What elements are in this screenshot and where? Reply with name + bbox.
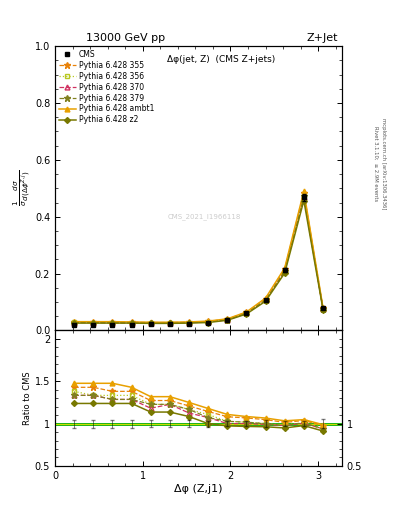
Text: Z+Jet: Z+Jet — [307, 33, 338, 44]
Legend: CMS, Pythia 6.428 355, Pythia 6.428 356, Pythia 6.428 370, Pythia 6.428 379, Pyt: CMS, Pythia 6.428 355, Pythia 6.428 356,… — [57, 48, 156, 126]
Text: 13000 GeV pp: 13000 GeV pp — [86, 33, 165, 44]
Y-axis label: $\frac{1}{\sigma}\frac{d\sigma}{d(\Delta\phi^{Z,j})}$: $\frac{1}{\sigma}\frac{d\sigma}{d(\Delta… — [12, 170, 33, 206]
Y-axis label: Ratio to CMS: Ratio to CMS — [23, 371, 32, 425]
Text: Δφ(jet, Z)  (CMS Z+jets): Δφ(jet, Z) (CMS Z+jets) — [167, 55, 275, 63]
X-axis label: Δφ (Z,j1): Δφ (Z,j1) — [174, 483, 223, 494]
Text: CMS_2021_I1966118: CMS_2021_I1966118 — [167, 214, 241, 220]
Text: Rivet 3.1.10;  ≥ 2.9M events: Rivet 3.1.10; ≥ 2.9M events — [373, 126, 378, 201]
Text: mcplots.cern.ch [arXiv:1306.3436]: mcplots.cern.ch [arXiv:1306.3436] — [381, 118, 386, 209]
